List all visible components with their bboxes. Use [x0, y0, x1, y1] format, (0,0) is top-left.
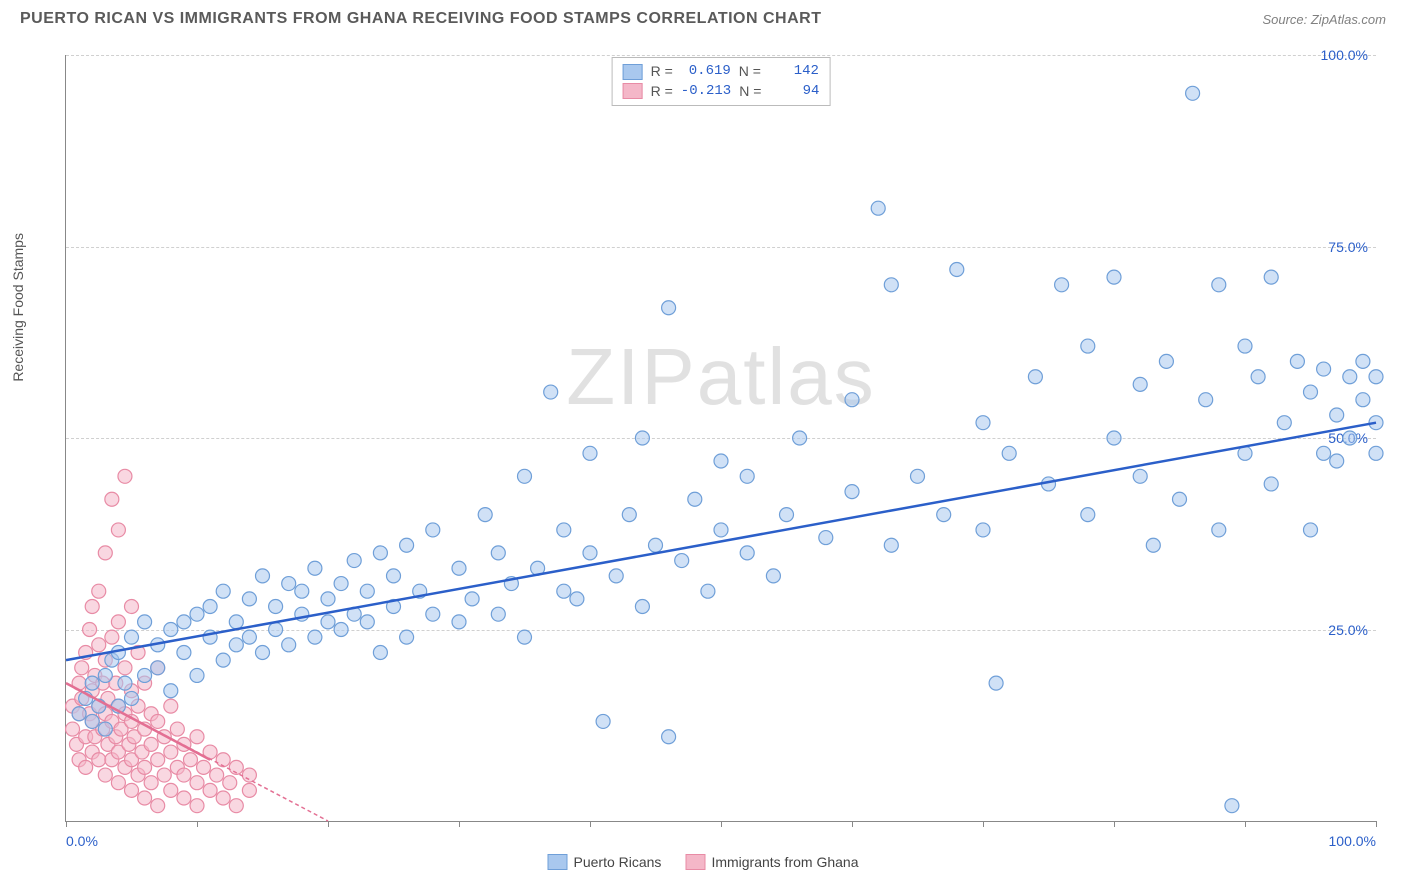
x-tick [590, 821, 591, 827]
stats-row: R =0.619 N =142 [623, 62, 820, 82]
chart-title: PUERTO RICAN VS IMMIGRANTS FROM GHANA RE… [20, 10, 821, 28]
x-tick [328, 821, 329, 827]
x-tick [1245, 821, 1246, 827]
x-tick-label: 0.0% [66, 833, 98, 849]
legend-swatch [548, 854, 568, 870]
x-tick [1376, 821, 1377, 827]
scatter-svg [66, 55, 1376, 821]
x-tick-label: 100.0% [1329, 833, 1376, 849]
plot-area: ZIPatlas R =0.619 N =142 R =-0.213 N =94… [65, 55, 1376, 822]
x-tick [983, 821, 984, 827]
legend-swatch [623, 83, 643, 99]
stats-legend-box: R =0.619 N =142 R =-0.213 N =94 [612, 57, 831, 106]
x-tick [852, 821, 853, 827]
legend-item: Immigrants from Ghana [685, 854, 858, 870]
x-tick [1114, 821, 1115, 827]
source-attribution: Source: ZipAtlas.com [1262, 12, 1386, 27]
chart-header: PUERTO RICAN VS IMMIGRANTS FROM GHANA RE… [0, 0, 1406, 34]
legend-item: Puerto Ricans [548, 854, 662, 870]
series-legend: Puerto Ricans Immigrants from Ghana [548, 854, 859, 870]
legend-swatch [623, 64, 643, 80]
x-tick [66, 821, 67, 827]
stats-row: R =-0.213 N =94 [623, 82, 820, 102]
x-tick [721, 821, 722, 827]
x-tick [459, 821, 460, 827]
chart-container: Receiving Food Stamps ZIPatlas R =0.619 … [20, 40, 1386, 872]
x-tick [197, 821, 198, 827]
legend-swatch [685, 854, 705, 870]
legend-label: Immigrants from Ghana [711, 854, 858, 870]
y-axis-label: Receiving Food Stamps [10, 233, 26, 382]
legend-label: Puerto Ricans [574, 854, 662, 870]
